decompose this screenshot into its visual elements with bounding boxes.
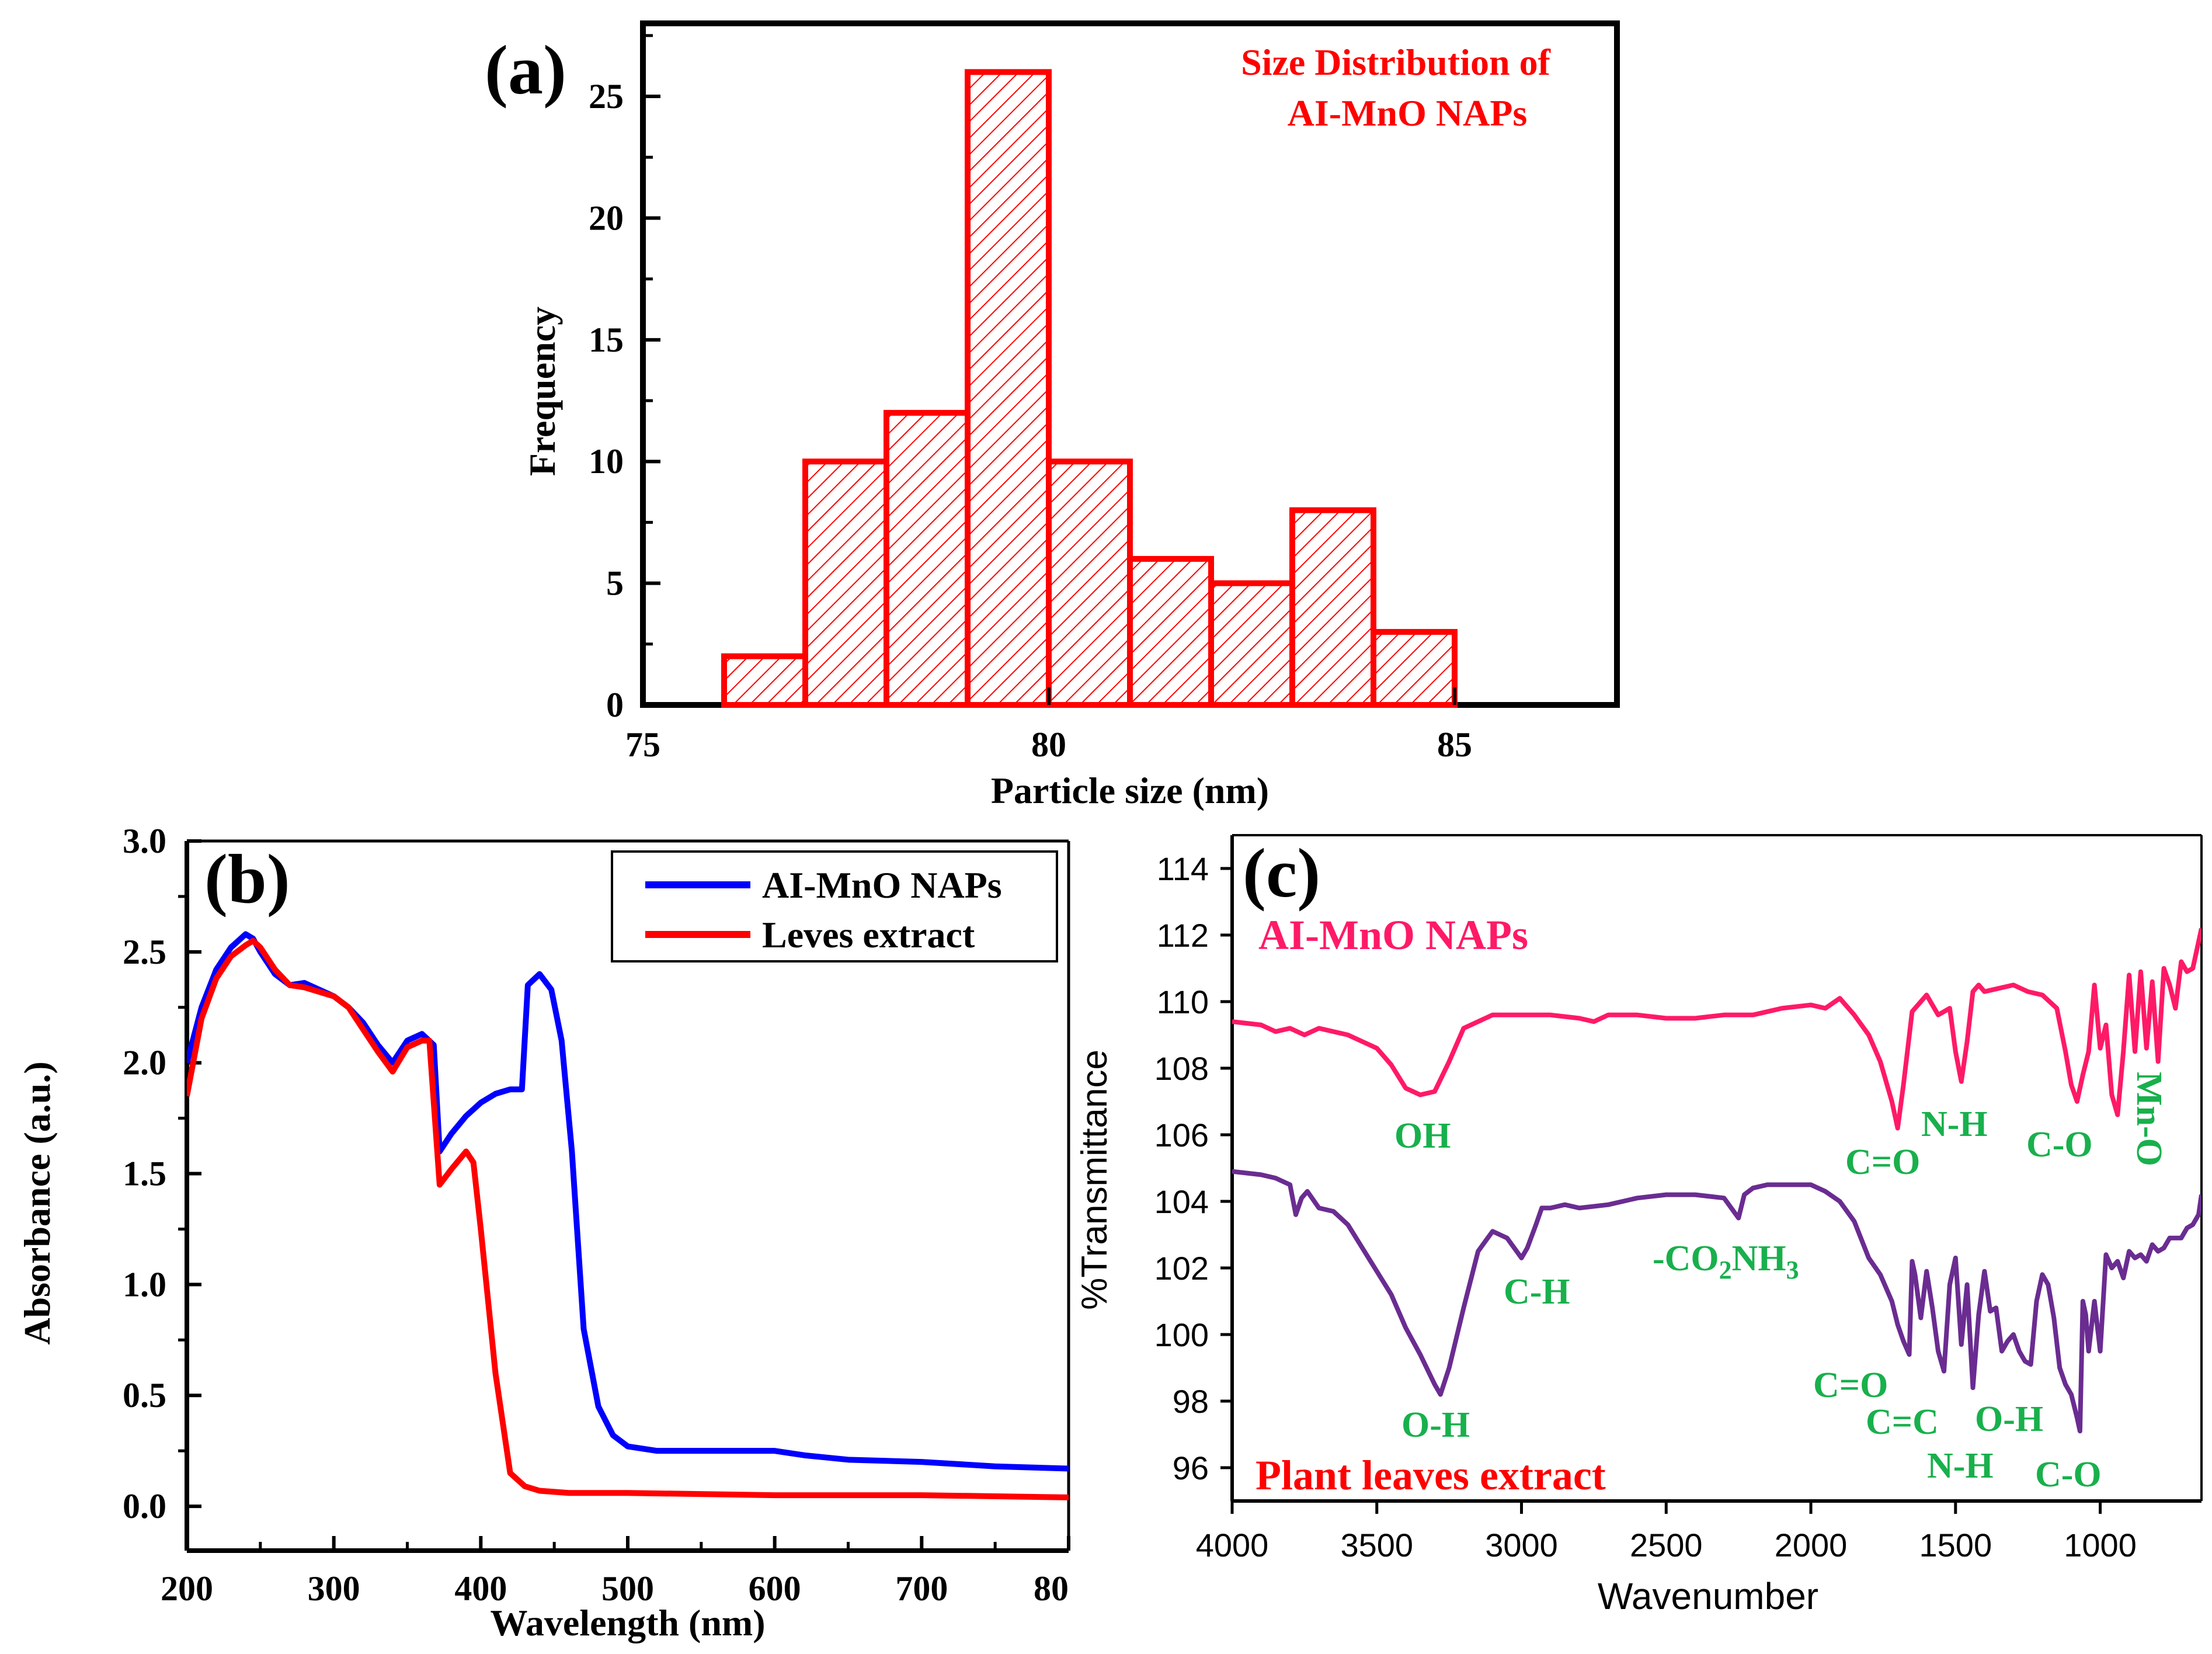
ann-c-h: C-H xyxy=(1504,1272,1570,1312)
histogram-bar xyxy=(1046,458,1133,708)
x-tick-label: 80 xyxy=(1034,1569,1069,1608)
x-tick-label: 2000 xyxy=(1775,1527,1848,1563)
x-tick-label: 400 xyxy=(454,1569,507,1608)
ann-c-o-top: C-O xyxy=(2026,1125,2093,1165)
y-tick-label: 106 xyxy=(1154,1117,1209,1153)
panel-c-x-ticks: 4000 3500 3000 2500 2000 1500 1000 xyxy=(1196,1501,2137,1563)
x-tick-label: 75 xyxy=(625,725,660,764)
panel-b-legend-label-leaves: Leves extract xyxy=(762,914,975,955)
y-tick-label: 98 xyxy=(1173,1383,1209,1420)
panel-a-label: (a) xyxy=(485,31,566,109)
ann-o-h-left: O-H xyxy=(1401,1405,1470,1445)
y-tick-label: 108 xyxy=(1154,1050,1209,1087)
x-tick-label: 200 xyxy=(161,1569,213,1608)
panel-a-y-axis-title: Frequency xyxy=(521,307,563,476)
y-tick-label: 96 xyxy=(1173,1450,1209,1486)
ann-c-o-double-bottom: C=O xyxy=(1813,1365,1888,1405)
y-tick-label: 0.5 xyxy=(123,1376,166,1415)
panel-b-legend: AI-MnO NAPs Leves extract xyxy=(611,850,1058,962)
x-tick-label: 600 xyxy=(749,1569,801,1608)
ann-oh: OH xyxy=(1394,1116,1451,1156)
panel-b-x-ticks: 200 300 400 500 600 700 80 xyxy=(161,1536,1070,1608)
panel-c-series-leaves-extract-line xyxy=(1232,1169,2201,1434)
panel-c-series-ai-mno-line xyxy=(1232,927,2201,1131)
panel-b-y-ticks: 0.0 0.5 1.0 1.5 2.0 2.5 3.0 xyxy=(123,822,201,1526)
histogram-bar xyxy=(802,458,889,708)
y-tick-label: 1.5 xyxy=(123,1155,166,1193)
panel-b-legend-label-ai-mno: AI-MnO NAPs xyxy=(762,864,1002,906)
y-tick-label: 112 xyxy=(1157,917,1209,954)
panel-c-y-axis-title: %Transmittance xyxy=(1074,1050,1115,1310)
y-tick-label: 20 xyxy=(589,199,624,237)
y-tick-label: 3.0 xyxy=(123,822,166,860)
histogram-bar xyxy=(1289,507,1376,708)
ann-c-c-double: C=C xyxy=(1866,1402,1939,1442)
ann-n-h-top: N-H xyxy=(1921,1104,1988,1144)
panel-a-title-line-2: AI-MnO NAPs xyxy=(1288,92,1528,134)
panel-b-y-axis-title: Absorbance (a.u.) xyxy=(16,1061,58,1344)
x-tick-label: 1500 xyxy=(1919,1527,1992,1563)
y-tick-label: 1.0 xyxy=(123,1265,166,1304)
y-tick-label: 114 xyxy=(1157,850,1209,887)
panel-c-series-label-ai-mno: AI-MnO NAPs xyxy=(1258,912,1528,958)
histogram-bar xyxy=(1371,628,1458,708)
x-tick-label: 85 xyxy=(1437,725,1472,764)
ann-mn-o: Mn-O xyxy=(2129,1072,2169,1166)
x-tick-label: 300 xyxy=(308,1569,360,1608)
panel-a-x-axis-title: Particle size (nm) xyxy=(991,770,1269,811)
x-tick-label: 3000 xyxy=(1485,1527,1558,1563)
y-tick-label: 100 xyxy=(1154,1316,1209,1353)
histogram-bar xyxy=(721,653,808,708)
panel-a-title-line-1: Size Distribution of xyxy=(1241,41,1550,83)
panel-b-label: (b) xyxy=(204,840,290,918)
y-tick-label: 2.0 xyxy=(123,1044,166,1082)
ann-n-h-bottom: N-H xyxy=(1927,1446,1994,1486)
y-tick-label: 25 xyxy=(589,77,624,116)
panel-c-label: (c) xyxy=(1243,834,1320,912)
panel-b-legend-box xyxy=(611,850,1058,962)
ann-o-h-right: O-H xyxy=(1975,1399,2043,1439)
y-tick-label: 10 xyxy=(589,442,624,481)
y-tick-label: 110 xyxy=(1157,984,1209,1020)
panel-a-x-ticks: 75 80 85 xyxy=(625,687,1472,764)
ann-c-o-bottom: C-O xyxy=(2035,1455,2102,1495)
x-tick-label: 3500 xyxy=(1340,1527,1413,1563)
x-tick-label: 1000 xyxy=(2064,1527,2137,1563)
ann-c-o-double-top: C=O xyxy=(1845,1142,1920,1182)
histogram-bar xyxy=(884,409,971,708)
x-tick-label: 700 xyxy=(895,1569,948,1608)
y-tick-label: 104 xyxy=(1154,1183,1209,1220)
panel-b-uv-vis: 0.0 0.5 1.0 1.5 2.0 2.5 3.0 200 300 400 500 600 700… xyxy=(16,822,1070,1643)
y-tick-label: 5 xyxy=(606,564,624,603)
ann-co2nh3: -CO2NH3 xyxy=(1653,1239,1799,1284)
panel-c-x-axis-title: Wavenumber xyxy=(1598,1575,1818,1617)
y-tick-label: 102 xyxy=(1154,1250,1209,1287)
panel-b-x-axis-title: Wavelength (nm) xyxy=(490,1602,765,1643)
panel-c-y-ticks: 96 98 100 102 104 106 108 110 112 114 xyxy=(1154,850,1232,1486)
histogram-bar xyxy=(965,69,1052,708)
x-tick-label: 500 xyxy=(601,1569,654,1608)
panel-b-series-ai-mno-line xyxy=(187,931,1069,1472)
panel-c-ftir: 96 98 100 102 104 106 108 110 112 114 4000 3500 300… xyxy=(1074,834,2203,1617)
histogram-bar xyxy=(1127,555,1214,708)
panel-a-histogram: 0 5 10 15 20 25 75 80 85 (a) Size Distribution … xyxy=(485,20,1620,811)
panel-c-series-label-leaves: Plant leaves extract xyxy=(1255,1452,1606,1499)
x-tick-label: 80 xyxy=(1031,725,1066,764)
x-tick-label: 2500 xyxy=(1630,1527,1703,1563)
panel-b-series-leaves-extract-line xyxy=(187,937,1069,1500)
y-tick-label: 0.0 xyxy=(123,1487,166,1526)
y-tick-label: 2.5 xyxy=(123,933,166,971)
y-tick-label: 15 xyxy=(589,321,624,359)
histogram-bar xyxy=(1208,580,1295,708)
panel-a-y-ticks: 0 5 10 15 20 25 xyxy=(589,34,660,724)
x-tick-label: 4000 xyxy=(1196,1527,1269,1563)
panel-a-bars xyxy=(721,69,1458,708)
y-tick-label: 0 xyxy=(606,686,624,724)
